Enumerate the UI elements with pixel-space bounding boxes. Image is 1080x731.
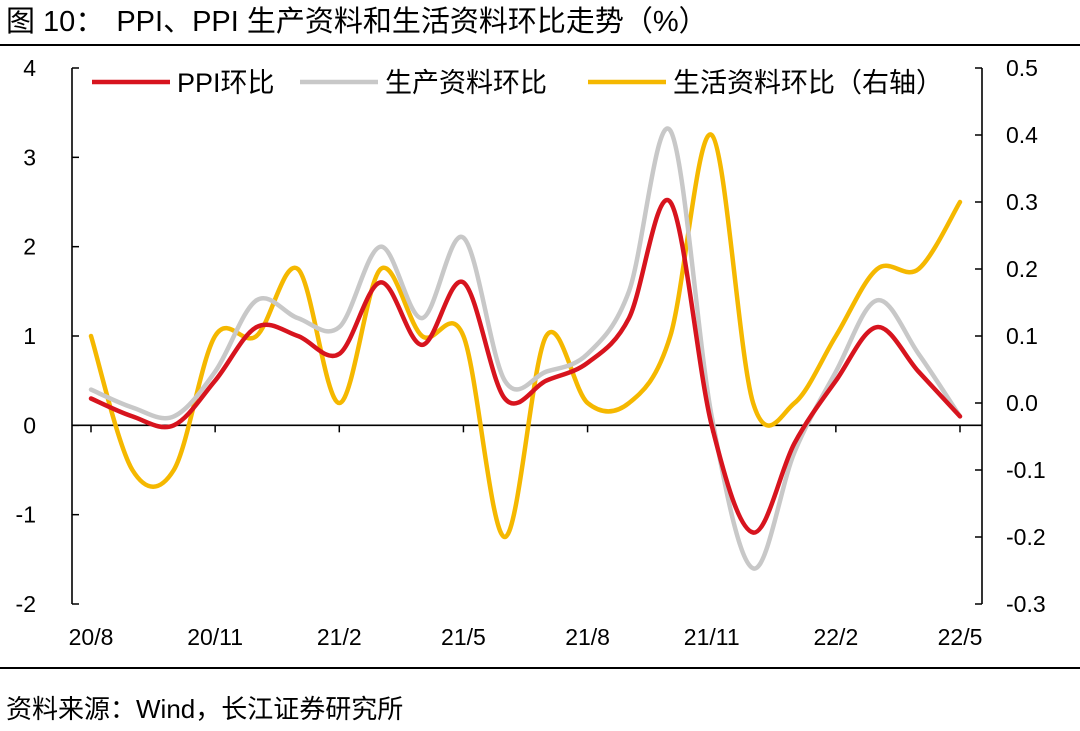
x-tick-label: 20/11 [187, 624, 243, 650]
legend-label: PPI环比 [177, 68, 275, 98]
left-tick-label: 1 [23, 323, 36, 349]
chart-axes: -2 -1 0 1 2 3 4 -0.3 -0.2 -0.1 0.0 0.1 0.2 0.3 0.4 0.5 2… [16, 55, 1046, 650]
bottom-rule [0, 667, 1080, 669]
x-tick-label: 21/5 [441, 624, 486, 650]
right-tick-label: 0.1 [1006, 323, 1038, 349]
left-tick-label: -2 [16, 591, 36, 617]
figure-title: 图 10： PPI、PPI 生产资料和生活资料环比走势（%） [6, 2, 708, 42]
right-tick-label: 0.2 [1006, 256, 1038, 282]
left-tick-label: 4 [23, 55, 36, 81]
x-tick-label: 22/5 [938, 624, 983, 650]
left-tick-label: 2 [23, 234, 36, 260]
left-tick-label: -1 [16, 502, 36, 528]
x-tick-label: 21/2 [317, 624, 362, 650]
right-tick-label: 0.3 [1006, 189, 1038, 215]
legend-label: 生产资料环比 [385, 68, 547, 98]
series-line-2 [88, 126, 963, 571]
source-note: 资料来源：Wind，长江证券研究所 [6, 694, 404, 724]
x-tick-label: 20/8 [69, 624, 114, 650]
x-tick-label: 21/11 [684, 624, 740, 650]
right-tick-label: -0.3 [1006, 591, 1046, 617]
chart-series [88, 126, 963, 571]
top-rule [0, 44, 1080, 46]
x-tick-label: 21/8 [565, 624, 610, 650]
x-tick-label: 22/2 [813, 624, 858, 650]
right-tick-label: 0.0 [1006, 390, 1038, 416]
left-tick-label: 3 [23, 144, 36, 170]
right-tick-label: -0.1 [1006, 457, 1046, 483]
series-line-1 [88, 197, 963, 535]
figure-label: 图 10： [6, 6, 105, 38]
legend-label: 生活资料环比（右轴） [673, 68, 943, 98]
figure-title-text: PPI、PPI 生产资料和生活资料环比走势（%） [116, 6, 708, 38]
right-tick-label: 0.4 [1006, 122, 1038, 148]
right-tick-label: -0.2 [1006, 524, 1046, 550]
left-tick-label: 0 [23, 412, 36, 438]
chart-legend: PPI环比 生产资料环比 生活资料环比（右轴） [92, 68, 943, 98]
series-line-3 [88, 132, 963, 540]
right-tick-label: 0.5 [1006, 55, 1038, 81]
